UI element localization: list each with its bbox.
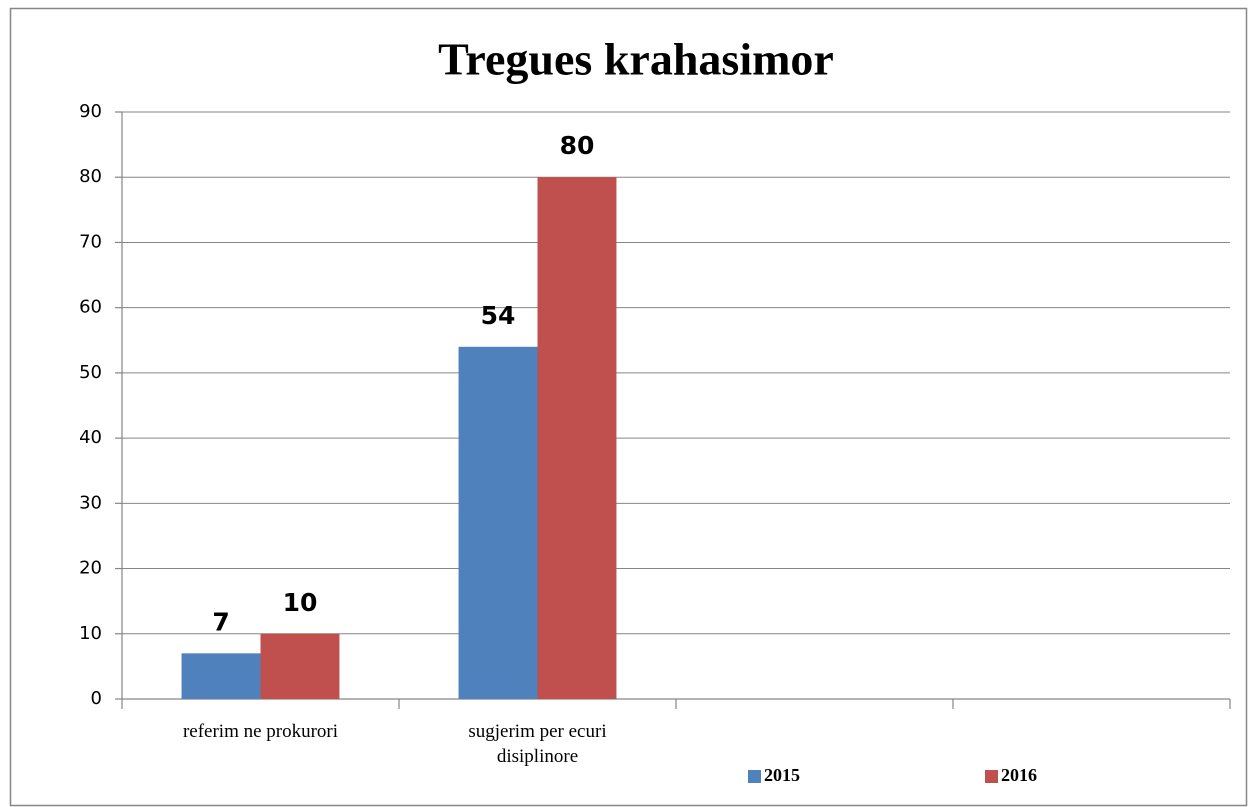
y-tick-label: 0	[91, 688, 102, 709]
y-tick-label: 90	[79, 101, 102, 122]
data-label: 7	[212, 607, 229, 636]
data-label: 10	[283, 588, 318, 617]
y-tick-label: 80	[79, 166, 102, 187]
y-tick-label: 10	[79, 623, 102, 644]
y-tick-label: 70	[79, 231, 102, 252]
legend-label: 2016	[1001, 765, 1037, 785]
data-label: 54	[481, 301, 516, 330]
y-tick-label: 20	[79, 558, 102, 579]
data-label: 80	[560, 131, 595, 160]
bar	[458, 346, 538, 699]
y-tick-label: 50	[79, 362, 102, 383]
legend-swatch	[748, 770, 761, 783]
y-tick-label: 60	[79, 297, 102, 318]
chart-title: Tregues krahasimor	[438, 34, 834, 85]
y-tick-label: 30	[79, 492, 102, 513]
x-tick-label-line: sugjerim per ecuri	[468, 721, 606, 742]
x-tick-label-line: referim ne prokurori	[183, 721, 338, 742]
legend-swatch	[985, 770, 998, 783]
x-tick-label-line: disiplinore	[497, 746, 578, 767]
x-tick-label: sugjerim per ecuri disiplinore	[468, 721, 606, 767]
bar	[260, 633, 340, 699]
x-tick-label: referim ne prokurori	[183, 721, 338, 742]
y-tick-label: 40	[79, 427, 102, 448]
bar	[537, 177, 617, 699]
bar	[181, 653, 261, 699]
legend-label: 2015	[764, 765, 800, 785]
